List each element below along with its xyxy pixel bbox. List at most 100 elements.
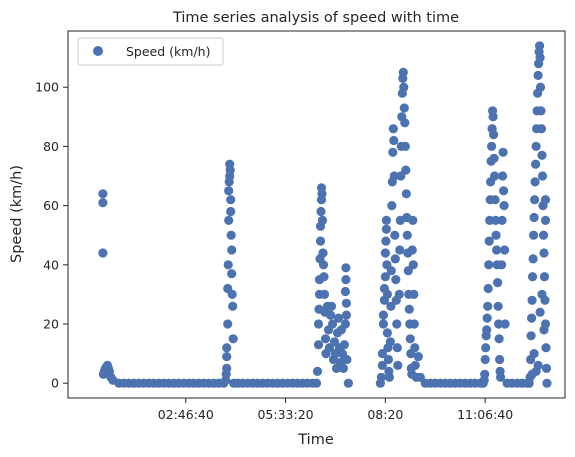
data-point xyxy=(223,260,233,270)
data-point xyxy=(326,301,337,311)
data-point xyxy=(386,301,396,311)
data-point xyxy=(405,334,415,344)
data-point xyxy=(313,340,324,350)
data-point xyxy=(536,124,547,134)
data-point xyxy=(528,254,538,264)
data-point xyxy=(225,165,235,175)
data-point xyxy=(491,230,501,240)
data-point xyxy=(410,360,420,370)
data-point xyxy=(315,236,326,246)
data-point xyxy=(391,275,401,285)
data-point xyxy=(399,82,409,92)
data-point xyxy=(500,245,510,255)
data-point xyxy=(318,260,329,270)
data-point xyxy=(327,319,338,329)
data-point xyxy=(540,195,551,205)
data-point xyxy=(311,378,322,388)
data-point xyxy=(499,201,509,211)
data-point xyxy=(392,343,402,353)
data-point xyxy=(499,186,509,196)
data-point xyxy=(490,195,500,205)
plot-frame xyxy=(67,30,566,399)
data-point xyxy=(494,319,504,329)
data-point xyxy=(339,340,349,350)
data-point xyxy=(320,334,331,344)
data-point xyxy=(480,354,490,365)
data-point xyxy=(539,248,549,258)
data-point xyxy=(410,343,420,353)
data-point xyxy=(483,301,493,311)
legend-box xyxy=(77,37,224,66)
data-point xyxy=(496,372,506,382)
data-point xyxy=(541,363,552,373)
data-point xyxy=(536,106,546,116)
data-point xyxy=(399,103,409,113)
y-axis-ticks: 0 20 40 60 80 100 xyxy=(35,80,68,391)
data-point xyxy=(482,313,492,323)
y-tick-label: 40 xyxy=(43,257,59,272)
data-point xyxy=(530,177,540,187)
data-point xyxy=(407,245,417,255)
data-point xyxy=(491,215,501,225)
data-point xyxy=(498,171,508,181)
data-point xyxy=(98,248,108,258)
data-point xyxy=(333,313,344,323)
x-tick-label: 08:20 xyxy=(367,407,403,422)
data-point xyxy=(312,366,323,376)
data-point xyxy=(313,319,324,329)
data-point xyxy=(388,124,398,134)
data-point xyxy=(497,260,507,270)
data-point xyxy=(408,260,418,270)
data-point xyxy=(98,189,108,199)
data-point xyxy=(343,378,353,388)
data-point xyxy=(378,310,388,320)
data-point xyxy=(537,171,548,181)
data-point xyxy=(224,186,234,196)
data-point xyxy=(389,171,399,181)
data-points xyxy=(98,41,552,388)
data-point xyxy=(484,236,494,246)
y-tick-label: 0 xyxy=(51,376,59,391)
data-point xyxy=(340,286,350,297)
data-point xyxy=(392,319,402,329)
data-point xyxy=(227,269,237,279)
data-point xyxy=(404,304,414,314)
data-point xyxy=(317,189,327,199)
data-point xyxy=(317,215,328,225)
data-point xyxy=(378,319,388,329)
x-tick-label: 11:06:40 xyxy=(457,407,513,422)
data-point xyxy=(526,331,536,341)
data-point xyxy=(535,53,545,63)
data-point xyxy=(318,248,328,258)
data-point xyxy=(409,289,419,299)
data-point xyxy=(481,343,491,353)
data-point xyxy=(533,70,543,80)
legend-marker xyxy=(93,46,103,56)
data-point xyxy=(537,150,547,160)
data-point xyxy=(497,215,507,225)
data-point xyxy=(529,349,539,359)
data-point xyxy=(382,289,392,299)
data-point xyxy=(401,189,411,199)
data-point xyxy=(341,275,351,285)
x-axis-ticks: 02:46:40 05:33:20 08:20 11:06:40 xyxy=(158,398,513,422)
data-point xyxy=(319,272,329,282)
data-point xyxy=(531,141,541,151)
data-point xyxy=(539,325,549,335)
data-point xyxy=(531,159,541,169)
data-point xyxy=(530,195,540,205)
data-point xyxy=(227,245,237,255)
data-point xyxy=(400,141,410,151)
x-axis-label: Time xyxy=(297,432,334,448)
y-tick-label: 60 xyxy=(43,198,59,213)
data-point xyxy=(389,135,399,146)
data-point xyxy=(390,254,400,264)
data-point xyxy=(340,319,350,329)
data-point xyxy=(222,363,232,373)
data-point xyxy=(484,260,494,270)
data-point xyxy=(483,283,493,294)
data-point xyxy=(338,363,348,373)
data-point xyxy=(223,319,233,329)
data-point xyxy=(381,236,391,246)
